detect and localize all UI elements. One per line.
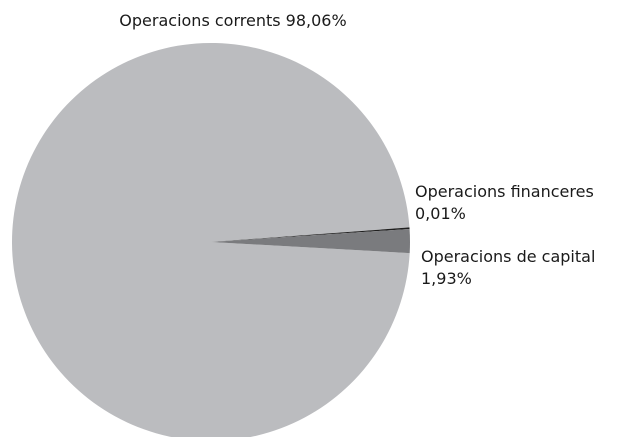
slice-operacions-de-capital <box>211 228 410 254</box>
value-operacions-financeres: 0,01% <box>415 204 466 223</box>
slice-operacions-corrents <box>12 43 410 437</box>
label-operacions-financeres: Operacions financeres <box>415 182 594 201</box>
slice-operacions-financeres <box>211 227 410 242</box>
label-operacions-corrents: Operacions corrents 98,06% <box>119 11 346 30</box>
label-operacions-de-capital: Operacions de capital <box>421 247 595 266</box>
value-operacions-de-capital: 1,93% <box>421 269 472 288</box>
